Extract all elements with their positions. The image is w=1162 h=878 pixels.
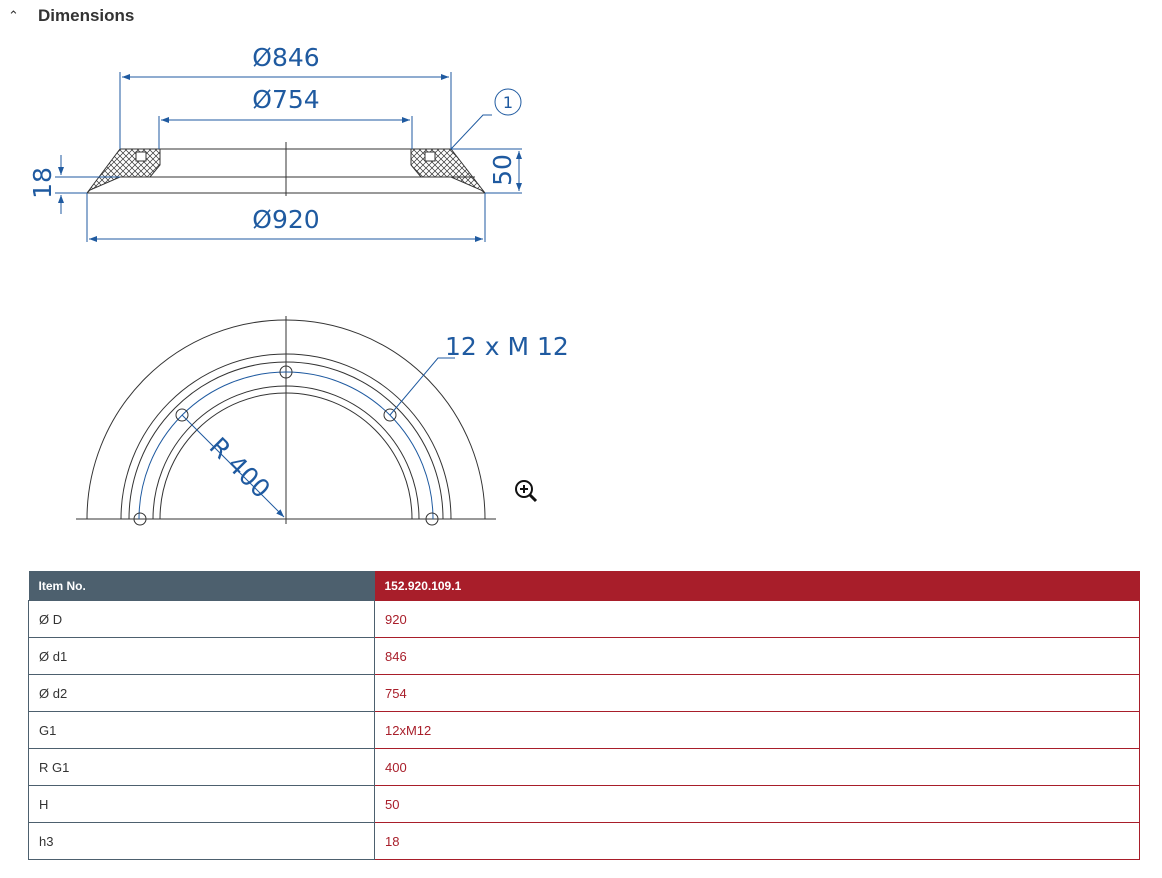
top-view (76, 316, 496, 526)
dim-d1: Ø846 (252, 43, 319, 72)
row-label: H (28, 785, 375, 823)
dim-H: 50 (488, 154, 517, 186)
header-item-no: Item No. (28, 571, 375, 601)
table-row: H 50 (28, 785, 1140, 823)
row-label: Ø d2 (28, 674, 375, 712)
row-value: 50 (374, 785, 1140, 823)
table-row: h3 18 (28, 822, 1140, 860)
dim-d2: Ø754 (252, 85, 319, 114)
table-row: R G1 400 (28, 748, 1140, 786)
table-row: G1 12xM12 (28, 711, 1140, 749)
row-value: 754 (374, 674, 1140, 712)
row-value: 12xM12 (374, 711, 1140, 749)
row-value: 846 (374, 637, 1140, 675)
section-header-dimensions[interactable]: ⌃ Dimensions (8, 6, 134, 26)
row-label: h3 (28, 822, 375, 860)
row-label: Ø d1 (28, 637, 375, 675)
side-view-dimensions (55, 72, 522, 242)
row-value: 18 (374, 822, 1140, 860)
row-value: 920 (374, 600, 1140, 638)
row-label: G1 (28, 711, 375, 749)
dimension-drawing: Ø846 Ø754 Ø920 18 50 1 12 x M 12 R 400 (28, 43, 569, 526)
radius-label: R 400 (204, 432, 276, 504)
row-value: 400 (374, 748, 1140, 786)
table-row: Ø D 920 (28, 600, 1140, 638)
chevron-up-icon[interactable]: ⌃ (8, 8, 19, 23)
dimensions-table: Item No. 152.920.109.1 Ø D 920 Ø d1 846 Ø … (28, 571, 1140, 860)
thread-label: 12 x M 12 (445, 332, 569, 361)
table-header-row: Item No. 152.920.109.1 (28, 571, 1140, 601)
row-label: R G1 (28, 748, 375, 786)
header-item-value: 152.920.109.1 (374, 571, 1140, 601)
section-title: Dimensions (38, 6, 135, 25)
table-row: Ø d1 846 (28, 637, 1140, 675)
table-row: Ø d2 754 (28, 674, 1140, 712)
dim-h3: 18 (28, 167, 57, 199)
side-view (86, 142, 486, 196)
dim-D: Ø920 (252, 205, 319, 234)
zoom-in-icon[interactable] (513, 478, 539, 504)
row-label: Ø D (28, 600, 375, 638)
callout-1: 1 (503, 93, 513, 112)
